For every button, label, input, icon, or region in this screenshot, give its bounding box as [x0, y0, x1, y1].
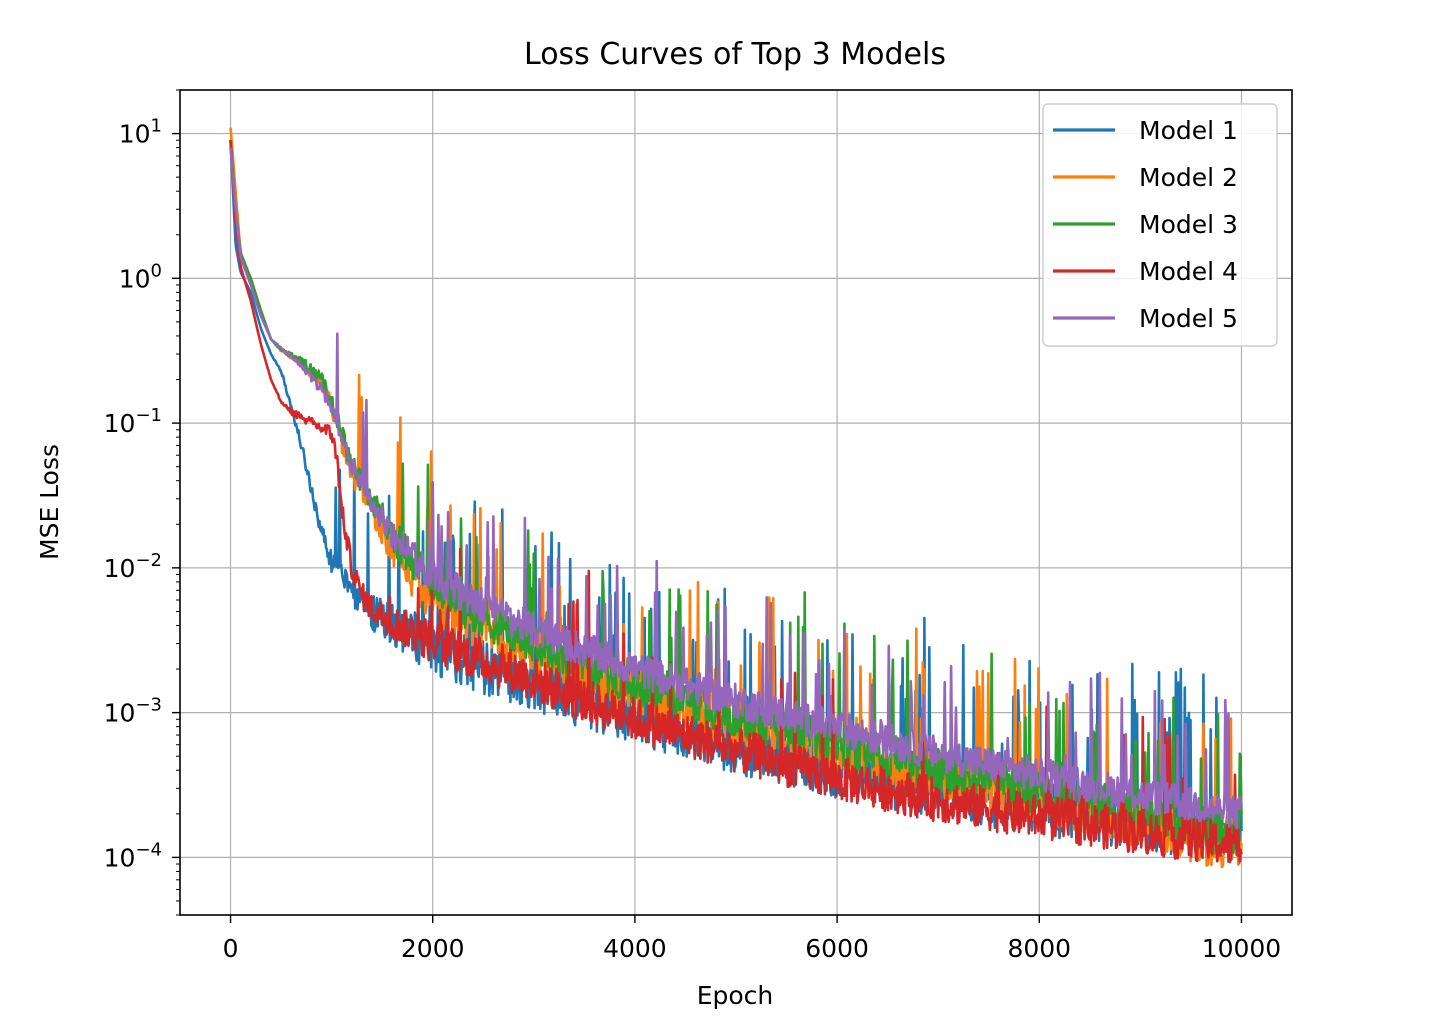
legend-label: Model 2	[1139, 163, 1238, 192]
ticks: 0 2000 4000 6000 8000 10000 101 100 10−1 10−2 10−3…	[104, 89, 1282, 963]
plot-frame	[179, 89, 1293, 916]
y-tick-label: 10−1	[104, 405, 162, 438]
y-axis-label: MSE Loss	[35, 444, 64, 560]
x-tick-label: 4000	[603, 934, 667, 963]
y-tick-label: 101	[119, 116, 162, 149]
series-group	[229, 127, 1243, 869]
y-tick-label: 10−4	[104, 839, 162, 872]
legend-label: Model 4	[1139, 257, 1238, 286]
legend-box	[1042, 103, 1278, 347]
series-line-model-5	[229, 147, 1243, 830]
y-tick-label: 100	[119, 260, 162, 293]
x-tick-label: 10000	[1202, 934, 1282, 963]
x-tick-label: 2000	[401, 934, 465, 963]
legend-label: Model 3	[1139, 210, 1238, 239]
legend: Model 1 Model 2 Model 3 Model 4 Model 5	[1042, 103, 1278, 347]
x-tick-label: 8000	[1007, 934, 1071, 963]
chart-title: Loss Curves of Top 3 Models	[524, 37, 946, 72]
y-tick-label: 10−3	[104, 695, 162, 728]
x-tick-label: 6000	[805, 934, 869, 963]
x-axis-label: Epoch	[697, 981, 774, 1010]
legend-label: Model 1	[1139, 116, 1238, 145]
x-tick-label: 0	[223, 934, 239, 963]
legend-label: Model 5	[1139, 304, 1238, 333]
y-tick-label: 10−2	[104, 550, 162, 583]
